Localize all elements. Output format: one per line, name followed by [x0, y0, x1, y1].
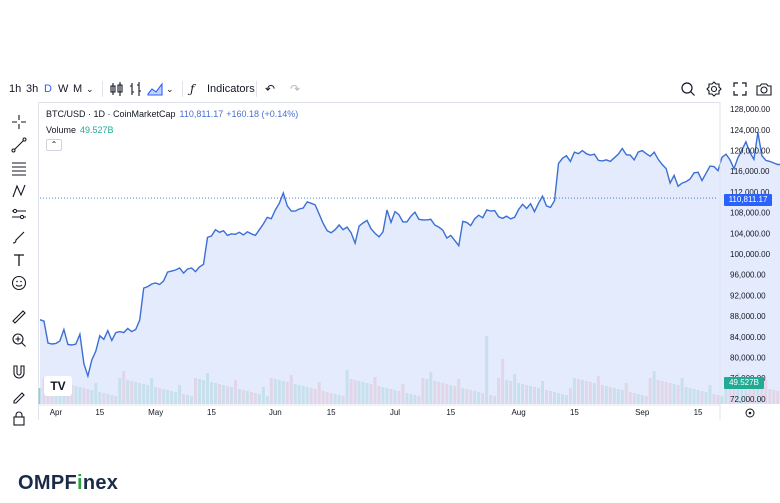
brand-text-rest: nex [82, 472, 119, 494]
y-tick-label: 88,000.00 [730, 312, 766, 321]
y-tick-label: 108,000.00 [730, 209, 771, 218]
trend-line-icon[interactable] [11, 137, 27, 153]
top-toolbar: 1h 3h D W M ⌄ ⌄ ƒ Indicators ↶ ↷ [0, 78, 780, 100]
prediction-icon[interactable] [11, 206, 27, 222]
interval-m[interactable]: M [73, 83, 83, 95]
fullscreen-icon[interactable] [731, 80, 749, 98]
x-tick-label: 15 [327, 408, 336, 417]
y-tick-label: 80,000.00 [730, 353, 766, 362]
emoji-icon[interactable] [11, 275, 27, 291]
search-icon[interactable] [679, 80, 697, 98]
x-tick-label: Jun [269, 408, 282, 417]
chevron-down-icon[interactable]: ⌄ [86, 84, 94, 94]
y-tick-label: 120,000.00 [730, 147, 771, 156]
price-line [39, 132, 780, 379]
drawing-toolbar [0, 102, 38, 432]
last-value: 110,811.17 [179, 109, 224, 119]
last-price-tag: 110,811.17 [724, 194, 772, 206]
area-chart-icon[interactable] [146, 80, 164, 98]
y-tick-label: 104,000.00 [730, 229, 771, 238]
bar-chart-icon[interactable] [127, 80, 145, 98]
volume-label[interactable]: Volume [46, 125, 77, 135]
brand-text-accent: i [76, 472, 83, 494]
indicators-button[interactable]: Indicators [207, 83, 255, 95]
interval-d[interactable]: D [44, 83, 52, 95]
x-tick-label: Apr [50, 408, 63, 417]
crosshair-icon[interactable] [11, 114, 27, 130]
divider [182, 81, 183, 97]
x-tick-label: May [148, 408, 163, 417]
x-tick-label: Jul [390, 408, 400, 417]
pattern-icon[interactable] [11, 183, 27, 199]
x-tick-label: 15 [446, 408, 455, 417]
change-value: +160.18 (+0.14%) [226, 109, 299, 119]
volume-legend: Volume 49.527B [46, 125, 114, 135]
y-tick-label: 116,000.00 [730, 167, 770, 176]
lock-pencil-icon[interactable] [11, 388, 27, 404]
y-tick-label: 100,000.00 [730, 250, 771, 259]
y-tick-label: 128,000.00 [730, 105, 771, 114]
volume-value: 49.527B [80, 125, 114, 135]
chevron-down-icon[interactable]: ⌄ [166, 84, 174, 94]
x-tick-label: 15 [207, 408, 216, 417]
redo-icon[interactable]: ↷ [290, 82, 301, 96]
brand-logo: OMPFinex [18, 472, 118, 495]
fib-retracement-icon[interactable] [11, 160, 27, 176]
x-tick-label: Aug [511, 408, 525, 417]
magnet-icon[interactable] [11, 364, 27, 380]
x-tick-label: 15 [95, 408, 104, 417]
x-tick-label: 15 [570, 408, 579, 417]
price-area [40, 132, 780, 404]
brush-icon[interactable] [11, 229, 27, 245]
gear-icon[interactable] [705, 80, 723, 98]
brand-text-main: OMPF [18, 472, 77, 494]
camera-icon[interactable] [755, 80, 773, 98]
y-tick-label: 124,000.00 [730, 126, 771, 135]
lock-icon[interactable] [11, 410, 27, 426]
y-tick-label: 84,000.00 [730, 333, 766, 342]
zoom-in-icon[interactable] [11, 332, 27, 348]
x-tick-label: 15 [694, 408, 703, 417]
y-tick-label: 96,000.00 [730, 271, 766, 280]
axis-settings-icon[interactable] [745, 408, 755, 418]
y-tick-label: 112,000.00 [730, 188, 770, 197]
series-legend: BTC/USD · 1D · CoinMarketCap 110,811.17 +1… [46, 109, 298, 119]
ruler-icon[interactable] [11, 309, 27, 325]
volume-tag: 49.527B [724, 377, 764, 389]
divider [256, 81, 257, 97]
tradingview-logo[interactable]: TV [44, 376, 72, 396]
collapse-legend-button[interactable]: ⌃ [46, 139, 62, 151]
y-tick-label: 72,000.00 [730, 395, 766, 404]
x-tick-label: Sep [635, 408, 650, 417]
interval-1h[interactable]: 1h [9, 83, 22, 95]
candles-icon[interactable] [108, 80, 126, 98]
divider [102, 81, 103, 97]
function-icon[interactable]: ƒ [190, 82, 195, 96]
interval-w[interactable]: W [58, 83, 69, 95]
interval-3h[interactable]: 3h [26, 83, 39, 95]
undo-icon[interactable]: ↶ [265, 82, 276, 96]
symbol-label[interactable]: BTC/USD · 1D · CoinMarketCap [46, 109, 176, 119]
y-tick-label: 92,000.00 [730, 291, 766, 300]
chart-pane[interactable] [38, 102, 720, 420]
text-icon[interactable] [11, 252, 27, 268]
